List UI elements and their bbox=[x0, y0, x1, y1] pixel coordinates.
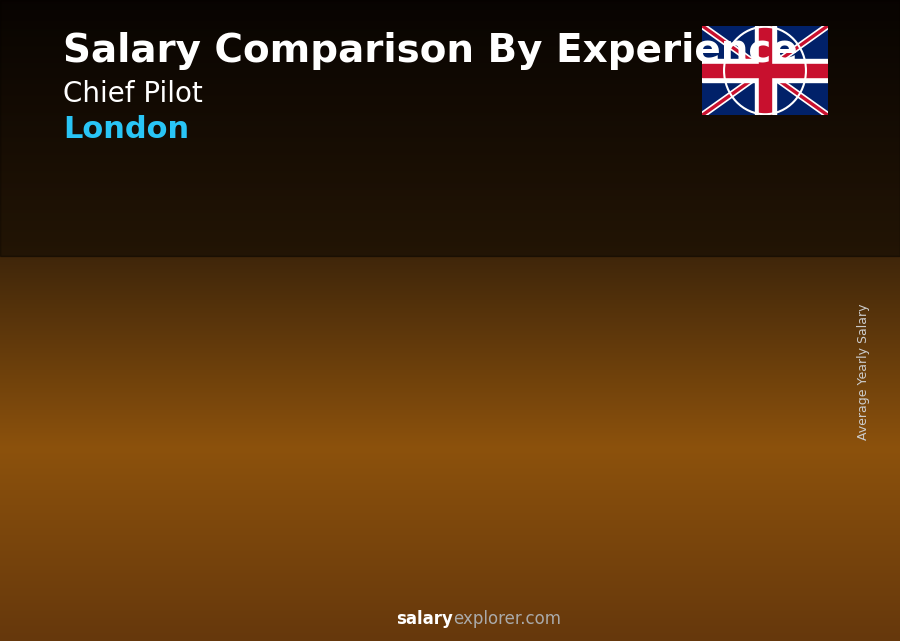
Bar bbox=[103, 442, 168, 558]
Text: 195,000 GBP: 195,000 GBP bbox=[447, 246, 546, 260]
Text: 160,000 GBP: 160,000 GBP bbox=[327, 296, 426, 310]
Text: +8%: +8% bbox=[649, 167, 706, 187]
Bar bbox=[580, 254, 585, 558]
Bar bbox=[754, 26, 776, 115]
Text: Average Yearly Salary: Average Yearly Salary bbox=[858, 304, 870, 440]
Text: 15 to
20: 15 to 20 bbox=[591, 591, 644, 630]
Text: < 2 Years: < 2 Years bbox=[87, 591, 183, 609]
Bar bbox=[339, 329, 345, 558]
Bar bbox=[705, 229, 770, 558]
Bar bbox=[222, 403, 289, 558]
Text: 80,900 GBP: 80,900 GBP bbox=[91, 408, 180, 424]
Text: Chief Pilot: Chief Pilot bbox=[63, 80, 202, 108]
Text: 230,000 GBP: 230,000 GBP bbox=[688, 196, 788, 210]
Text: 5 to
10: 5 to 10 bbox=[356, 591, 396, 630]
Text: Salary Comparison By Experience: Salary Comparison By Experience bbox=[63, 32, 797, 70]
Bar bbox=[700, 229, 706, 558]
Text: explorer.com: explorer.com bbox=[453, 610, 561, 628]
Text: +22%: +22% bbox=[400, 202, 472, 222]
Bar bbox=[702, 63, 828, 77]
Bar bbox=[103, 442, 168, 558]
Bar bbox=[702, 60, 828, 81]
Bar bbox=[464, 279, 530, 558]
Text: 20+ Years: 20+ Years bbox=[687, 591, 788, 609]
Bar bbox=[584, 254, 651, 558]
Text: +48%: +48% bbox=[280, 244, 352, 265]
Text: salary: salary bbox=[396, 610, 453, 628]
Bar bbox=[759, 26, 771, 115]
Bar bbox=[464, 279, 530, 558]
Bar bbox=[343, 329, 410, 558]
Text: 10 to
15: 10 to 15 bbox=[471, 591, 523, 630]
Text: London: London bbox=[63, 115, 189, 144]
Bar bbox=[584, 254, 651, 558]
Text: 108,000 GBP: 108,000 GBP bbox=[206, 370, 305, 385]
Bar bbox=[343, 329, 410, 558]
Bar bbox=[222, 403, 289, 558]
Text: 212,000 GBP: 212,000 GBP bbox=[568, 221, 667, 236]
Text: +9%: +9% bbox=[529, 185, 585, 205]
Bar bbox=[98, 442, 104, 558]
Bar bbox=[705, 229, 770, 558]
Bar bbox=[0, 0, 900, 256]
Text: +34%: +34% bbox=[159, 326, 231, 346]
Bar bbox=[460, 279, 464, 558]
Bar bbox=[219, 403, 224, 558]
Text: 2 to
5: 2 to 5 bbox=[236, 591, 275, 630]
Text: salaryexplorer.com: salaryexplorer.com bbox=[0, 640, 1, 641]
